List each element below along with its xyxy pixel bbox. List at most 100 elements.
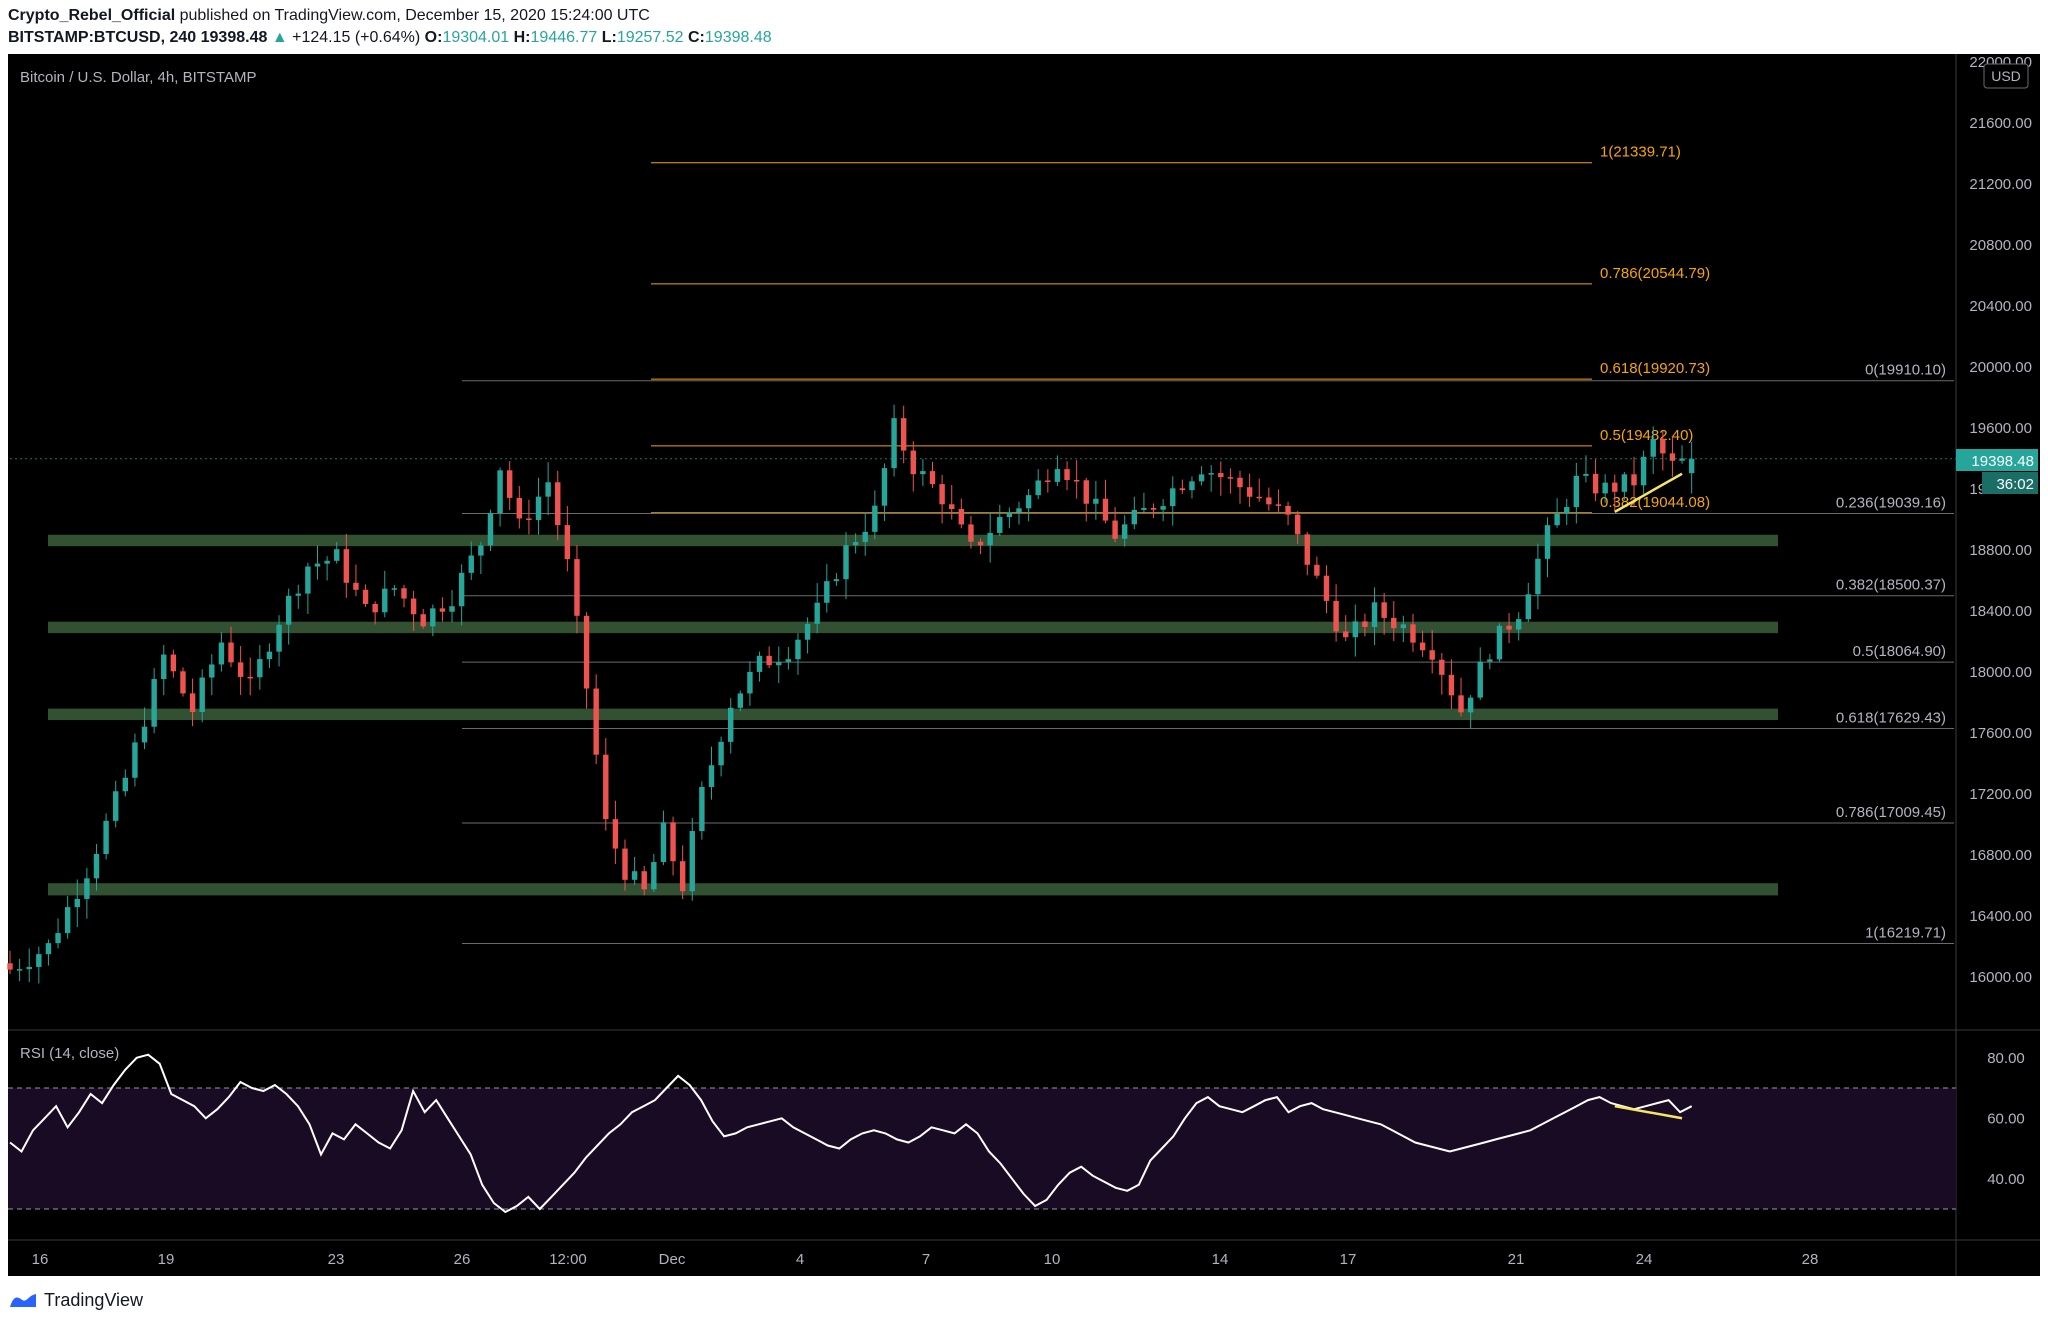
price-tick-label: 21200.00 — [1969, 176, 2032, 193]
candle-body — [1400, 624, 1407, 629]
time-tick-label: Dec — [659, 1251, 686, 1268]
footer-brand[interactable]: TradingView — [44, 1289, 144, 1310]
candle-body — [612, 819, 619, 849]
time-axis[interactable]: 16 19 23 26 12:00 Dec 4 7 10 14 17 21 24 28 — [32, 1251, 1819, 1268]
price-trendline[interactable] — [1614, 472, 1683, 513]
candle-body — [45, 943, 52, 955]
candle-body — [1073, 479, 1080, 482]
candle-body — [1352, 621, 1359, 638]
candle-body — [1218, 473, 1224, 478]
candle-body — [199, 677, 205, 712]
published-text: published on TradingView.com, December 1… — [175, 7, 650, 24]
candle-body — [1419, 642, 1426, 651]
candle-body — [1237, 477, 1243, 488]
candle-body — [1285, 505, 1291, 515]
open-value: 19304.01 — [442, 29, 510, 46]
candle-body — [1266, 497, 1272, 505]
candle-body — [603, 754, 609, 820]
candle-body — [372, 603, 378, 613]
currency-label[interactable]: USD — [1991, 68, 2021, 84]
candle-body — [26, 966, 32, 970]
tradingview-logo-icon — [10, 1294, 36, 1307]
candle-body — [228, 642, 234, 663]
candle-body — [689, 831, 695, 892]
candle-body — [1006, 512, 1013, 518]
low-value: 19257.52 — [616, 29, 684, 46]
time-tick-label: 23 — [328, 1251, 345, 1268]
candle-body — [237, 662, 244, 677]
rsi-trendline[interactable] — [1614, 1104, 1683, 1120]
candle-body — [1573, 475, 1580, 508]
high-value: 19446.77 — [530, 29, 598, 46]
candle-body — [728, 707, 734, 742]
candle-body — [747, 671, 753, 694]
candle-body — [141, 726, 148, 743]
fib-retracement-label-7: 1(16219.71) — [1865, 924, 1946, 941]
candle-body — [305, 566, 311, 594]
candle-body — [564, 525, 571, 560]
candle-body — [1150, 507, 1157, 510]
candle-body — [478, 545, 484, 556]
candle-body — [420, 614, 426, 627]
trendlines[interactable] — [1614, 472, 1683, 1120]
candle-body — [1208, 473, 1214, 475]
support-zone-1 — [48, 534, 1778, 547]
fib-retracement-label-2: 0.236(19039.16) — [1836, 495, 1946, 512]
last-price: 19398.48 — [200, 29, 268, 46]
candle-body — [872, 505, 878, 532]
candle-body — [1650, 438, 1656, 457]
support-zones — [48, 534, 1778, 896]
time-tick-label: 26 — [454, 1251, 471, 1268]
candle-body — [1592, 473, 1599, 494]
candle-body — [1688, 458, 1695, 474]
candle-body — [84, 878, 90, 899]
support-zone-2 — [48, 621, 1778, 634]
candle-body — [1189, 481, 1195, 491]
candle-body — [468, 555, 474, 573]
candle-body — [1371, 602, 1378, 627]
candle-body — [353, 582, 359, 590]
candle-body — [1544, 525, 1551, 559]
candle-body — [824, 581, 830, 603]
time-tick-label: 10 — [1044, 1251, 1061, 1268]
candle-body — [1429, 650, 1435, 660]
candle-body — [1016, 508, 1022, 513]
author-name[interactable]: Crypto_Rebel_Official — [8, 7, 176, 24]
candle-body — [1621, 474, 1628, 492]
candle-body — [1093, 498, 1099, 504]
fib-retracement-label-3: 0.382(18500.37) — [1836, 577, 1946, 594]
candle-body — [122, 777, 129, 792]
candle-body — [1477, 661, 1483, 698]
ohlc-line: BITSTAMP:BTCUSD, 240 19398.48 ▲ +124.15 … — [8, 27, 2038, 49]
time-tick-label: 21 — [1508, 1251, 1525, 1268]
candle-body — [36, 954, 42, 967]
candle-body — [776, 662, 782, 666]
candle-body — [718, 741, 724, 766]
time-tick-label: 4 — [796, 1251, 804, 1268]
candle-body — [1160, 506, 1166, 510]
price-badge-text: 19398.48 — [1971, 453, 2034, 470]
close-label: C: — [688, 29, 705, 46]
candle-body — [833, 579, 840, 582]
candle-body — [93, 854, 100, 879]
candle-body — [458, 572, 465, 607]
candle-body — [1198, 474, 1205, 482]
price-tick-label: 20000.00 — [1969, 359, 2032, 376]
candle-body — [756, 655, 763, 672]
candle-body — [1554, 513, 1560, 526]
candle-body — [295, 593, 301, 596]
currency-box[interactable] — [1983, 63, 2029, 89]
candle-body — [324, 560, 330, 564]
candle-body — [487, 513, 494, 546]
fib-retracement-label-4: 0.5(18064.90) — [1853, 643, 1946, 660]
rsi-tick-label: 80.00 — [1987, 1050, 2025, 1067]
price-tick-label: 18400.00 — [1969, 603, 2032, 620]
fib-levels: 1(21339.71) 0.786(20544.79) 0.618(19920.73… — [462, 144, 1954, 944]
candle-body — [180, 671, 186, 694]
candle-body — [708, 765, 715, 787]
candle-body — [1640, 456, 1647, 486]
candle-body — [920, 471, 926, 475]
candle-body — [1564, 507, 1570, 514]
candle-body — [314, 563, 321, 567]
